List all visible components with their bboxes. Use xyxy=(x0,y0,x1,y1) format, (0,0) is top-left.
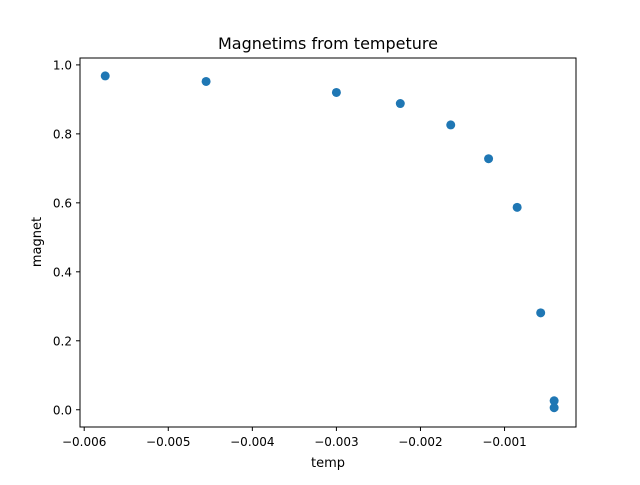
x-tick-label: −0.002 xyxy=(398,435,442,449)
y-tick-label: 0.6 xyxy=(53,196,72,210)
y-axis-ticks: 0.0 0.2 0.4 0.6 0.8 1.0 xyxy=(53,58,80,417)
data-point-10 xyxy=(549,403,559,413)
x-tick-label: −0.003 xyxy=(314,435,358,449)
x-axis-label: temp xyxy=(311,456,345,471)
plot-area xyxy=(79,57,577,428)
y-tick-label: 0.4 xyxy=(53,265,72,279)
y-tick-label: 0.8 xyxy=(53,127,72,141)
chart-title: Magnetims from tempeture xyxy=(218,34,438,53)
y-tick-label: 0.0 xyxy=(53,403,72,417)
y-axis-label: magnet xyxy=(30,217,45,267)
y-tick-label: 0.2 xyxy=(53,334,72,348)
x-axis-ticks: −0.006 −0.005 −0.004 −0.003 −0.002 −0.001 xyxy=(62,427,527,449)
data-point-1 xyxy=(100,71,110,81)
x-tick-label: −0.004 xyxy=(230,435,274,449)
axes-frame xyxy=(79,57,577,428)
data-point-2 xyxy=(201,76,211,86)
data-point-6 xyxy=(484,154,494,164)
data-point-8 xyxy=(536,308,546,318)
x-tick-label: −0.001 xyxy=(482,435,526,449)
y-tick-label: 1.0 xyxy=(53,58,72,72)
x-tick-label: −0.005 xyxy=(146,435,190,449)
data-point-4 xyxy=(395,99,405,109)
data-point-7 xyxy=(512,202,522,212)
data-point-9 xyxy=(549,396,559,406)
data-points xyxy=(100,71,559,413)
x-tick-label: −0.006 xyxy=(62,435,106,449)
data-point-3 xyxy=(331,87,341,97)
data-point-5 xyxy=(446,120,456,130)
